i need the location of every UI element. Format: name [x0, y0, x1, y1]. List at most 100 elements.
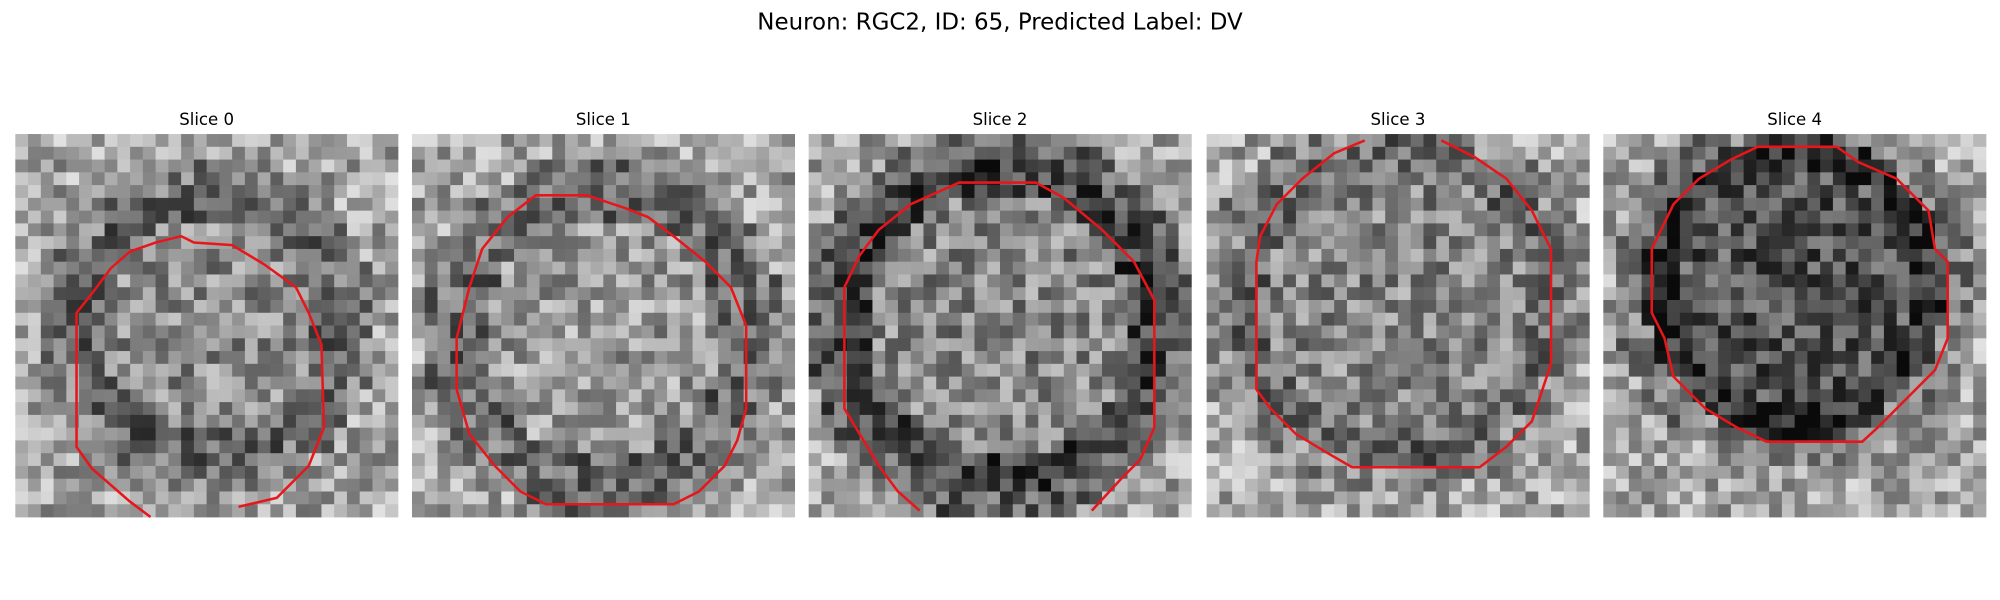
- pixel: [756, 159, 770, 173]
- pixel: [334, 312, 348, 326]
- pixel: [948, 465, 963, 480]
- pixel: [641, 236, 655, 250]
- pixel: [1076, 172, 1090, 186]
- pixel: [1883, 236, 1898, 250]
- pixel: [1257, 504, 1271, 518]
- pixel: [1563, 363, 1577, 377]
- pixel: [1076, 287, 1090, 301]
- pixel: [961, 197, 975, 212]
- pixel: [1705, 504, 1719, 518]
- pixel: [769, 465, 783, 480]
- pixel: [565, 478, 579, 492]
- pixel: [1538, 453, 1552, 467]
- pixel: [1206, 478, 1220, 492]
- pixel: [66, 172, 80, 186]
- pixel: [1603, 325, 1617, 339]
- pixel: [1385, 159, 1399, 173]
- pixel: [1756, 389, 1770, 403]
- pixel: [590, 414, 604, 429]
- pixel: [104, 325, 118, 339]
- pixel: [679, 440, 693, 454]
- pixel: [244, 146, 259, 160]
- pixel: [346, 504, 361, 518]
- pixel: [1730, 210, 1745, 224]
- pixel: [1641, 312, 1655, 326]
- pixel: [526, 414, 540, 429]
- pixel: [1705, 223, 1719, 237]
- pixel: [1525, 504, 1539, 518]
- pixel: [1025, 236, 1039, 250]
- pixel: [206, 478, 220, 492]
- pixel: [1832, 338, 1847, 352]
- pixel: [168, 146, 182, 160]
- pixel: [781, 325, 796, 339]
- pixel: [193, 274, 208, 288]
- pixel: [411, 300, 426, 314]
- pixel: [501, 185, 515, 199]
- pixel: [168, 351, 182, 365]
- pixel: [1769, 478, 1783, 492]
- pixel: [91, 197, 105, 212]
- pixel: [488, 440, 502, 454]
- pixel: [1922, 261, 1936, 275]
- pixel: [872, 363, 886, 377]
- pixel: [692, 197, 706, 212]
- pixel: [1089, 478, 1103, 492]
- pixel: [1512, 491, 1526, 505]
- pixel: [1436, 453, 1450, 467]
- pixel: [974, 312, 988, 326]
- pixel: [781, 389, 796, 403]
- pixel: [1718, 197, 1732, 212]
- pixel: [501, 261, 515, 275]
- pixel: [1551, 134, 1565, 148]
- pixel: [321, 172, 335, 186]
- pixel: [910, 172, 924, 186]
- pixel: [1769, 185, 1783, 199]
- pixel: [1896, 504, 1910, 518]
- pixel: [1756, 261, 1770, 275]
- pixel: [1794, 261, 1808, 275]
- pixel: [1295, 363, 1310, 377]
- pixel: [232, 414, 246, 429]
- pixel: [1679, 274, 1693, 288]
- pixel: [1448, 159, 1463, 173]
- pixel: [1692, 287, 1706, 301]
- pixel: [1922, 389, 1936, 403]
- pixel: [1781, 338, 1796, 352]
- pixel: [1487, 146, 1501, 160]
- pixel: [1012, 402, 1026, 416]
- pixel: [1153, 287, 1167, 301]
- pixel: [1436, 159, 1450, 173]
- pixel: [1474, 414, 1488, 429]
- pixel: [1153, 453, 1167, 467]
- pixel: [705, 414, 719, 429]
- pixel: [1667, 478, 1681, 492]
- pixel: [117, 134, 131, 148]
- pixel: [424, 389, 438, 403]
- pixel: [756, 389, 770, 403]
- pixel: [270, 427, 284, 441]
- pixel: [1832, 274, 1847, 288]
- pixel: [1628, 402, 1642, 416]
- pixel: [206, 376, 220, 390]
- pixel: [756, 504, 770, 518]
- pixel: [641, 261, 655, 275]
- pixel: [948, 338, 963, 352]
- pixel: [257, 261, 271, 275]
- pixel: [270, 146, 284, 160]
- pixel: [1883, 197, 1898, 212]
- panel-title: Slice 3: [1371, 110, 1426, 129]
- pixel: [1807, 414, 1821, 429]
- pixel: [1538, 274, 1552, 288]
- pixel: [1410, 504, 1424, 518]
- pixel: [66, 197, 80, 212]
- pixel: [1474, 338, 1488, 352]
- pixel: [1102, 287, 1116, 301]
- pixel: [1153, 159, 1167, 173]
- pixel: [1679, 300, 1693, 314]
- pixel: [1628, 210, 1642, 224]
- pixel: [1807, 185, 1821, 199]
- pixel: [1063, 172, 1077, 186]
- pixel: [168, 453, 182, 467]
- pixel: [692, 402, 706, 416]
